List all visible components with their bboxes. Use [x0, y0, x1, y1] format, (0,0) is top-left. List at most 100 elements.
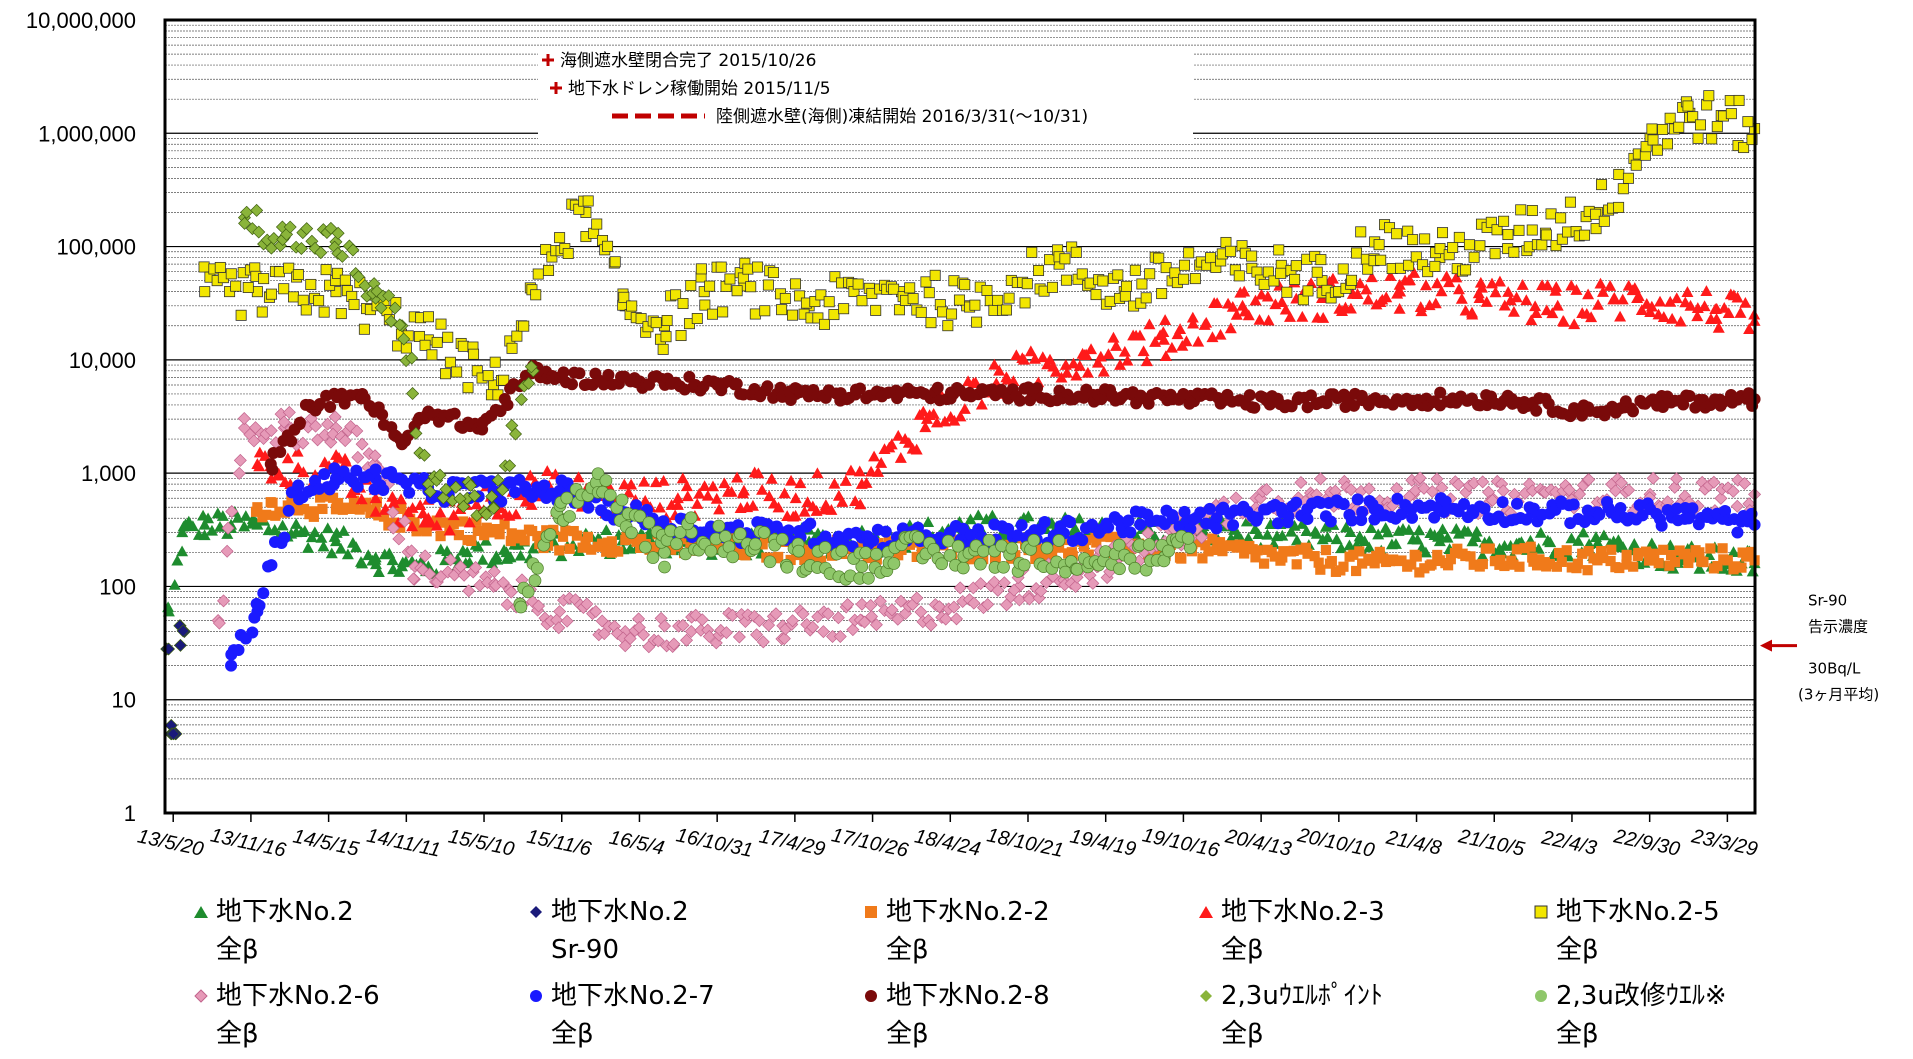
data-point — [1477, 558, 1488, 570]
x-tick-label: 18/4/24 — [913, 825, 983, 860]
data-point — [702, 630, 716, 644]
data-point — [1315, 564, 1326, 575]
data-point — [1165, 341, 1178, 353]
data-point — [173, 638, 187, 652]
y-tick-label: 10,000,000 — [26, 8, 136, 33]
data-point — [1411, 533, 1424, 545]
data-point — [426, 349, 438, 361]
data-point — [806, 620, 820, 634]
data-point — [521, 585, 535, 599]
data-point — [1605, 555, 1616, 567]
data-point — [1210, 522, 1223, 535]
data-point — [1372, 528, 1385, 540]
data-point — [1365, 271, 1378, 283]
data-point — [1070, 563, 1084, 576]
data-point — [1712, 321, 1725, 333]
data-point — [1646, 123, 1658, 135]
data-point — [278, 283, 290, 295]
data-point — [958, 403, 971, 414]
data-point — [1076, 347, 1089, 359]
data-point — [1498, 215, 1510, 227]
legend-sublabel: 全β — [216, 935, 259, 965]
data-point — [833, 629, 847, 643]
data-point — [498, 374, 510, 386]
legend-label: 地下水No.2 — [216, 897, 354, 927]
data-point — [1674, 315, 1687, 327]
data-point — [1384, 270, 1397, 281]
data-point — [794, 290, 806, 302]
legend-sublabel: 全β — [1556, 935, 1599, 965]
data-point — [1463, 239, 1475, 251]
reference-marker: Sr-90 告示濃度 30Bq/L (3ヶ月平均) — [1760, 592, 1879, 704]
legend-label: 地下水No.2-7 — [551, 981, 715, 1011]
data-point — [282, 504, 295, 517]
data-point — [759, 305, 771, 317]
data-point — [1714, 491, 1728, 505]
data-point — [1738, 142, 1750, 154]
data-point — [1496, 496, 1509, 509]
data-point — [649, 542, 661, 553]
legend-marker-icon — [1199, 906, 1213, 918]
data-point — [875, 457, 888, 468]
data-point — [1302, 285, 1314, 297]
data-point — [1355, 226, 1367, 238]
data-point — [393, 566, 406, 577]
data-point — [527, 542, 540, 554]
data-point — [277, 415, 291, 429]
data-point — [1614, 310, 1627, 322]
data-point — [1091, 537, 1102, 548]
data-point — [1374, 546, 1385, 558]
data-point — [919, 421, 932, 433]
annotation-label: 海側遮水壁閉合完了 2015/10/26 — [560, 51, 816, 71]
data-point — [1239, 548, 1250, 559]
data-point — [1189, 273, 1201, 285]
data-point — [525, 499, 538, 510]
data-point — [819, 499, 832, 510]
data-point — [176, 545, 189, 557]
data-point — [885, 438, 898, 450]
data-point — [782, 524, 795, 537]
data-point — [413, 330, 425, 342]
data-point — [974, 577, 988, 591]
data-point — [386, 554, 399, 566]
data-point — [1419, 546, 1432, 558]
data-point — [1389, 538, 1402, 549]
data-point — [372, 566, 385, 577]
data-point — [489, 356, 501, 368]
data-point — [1191, 537, 1202, 548]
data-point — [1344, 526, 1357, 538]
x-tick-label: 19/4/19 — [1068, 825, 1138, 860]
data-point — [1430, 472, 1444, 486]
x-axis-ticks: 13/5/20 13/11/16 14/5/15 14/11/11 15/5/10 15/… — [136, 813, 1760, 862]
data-point — [414, 499, 427, 511]
chart: 1 10 100 1,000 10,000 100,000 1,000,000 10,000,… — [26, 8, 1879, 862]
data-point — [1413, 524, 1426, 536]
data-point — [168, 578, 181, 590]
data-point — [1415, 305, 1428, 317]
data-point — [1159, 350, 1172, 362]
annotations-box: 海側遮水壁閉合完了 2015/10/26 地下水ドレン稼働開始 2015/11/5… — [538, 51, 1193, 144]
data-point — [468, 489, 482, 503]
data-point — [888, 283, 900, 295]
data-point — [308, 511, 319, 522]
data-point — [1290, 534, 1303, 546]
data-point — [1203, 546, 1214, 557]
data-point — [1086, 576, 1100, 590]
data-point — [730, 544, 742, 555]
data-point — [506, 528, 517, 539]
data-point — [1664, 560, 1675, 571]
data-point — [1381, 526, 1394, 538]
data-point — [350, 464, 363, 477]
data-point — [964, 513, 977, 525]
data-point — [1499, 560, 1510, 572]
data-point — [405, 351, 419, 365]
data-point — [1726, 484, 1740, 498]
data-point — [792, 544, 806, 558]
data-point — [948, 414, 961, 426]
data-point — [602, 240, 614, 252]
data-point — [1360, 283, 1373, 295]
data-point — [313, 295, 325, 307]
series-2 — [160, 619, 191, 741]
data-point — [495, 483, 509, 497]
data-point — [691, 498, 704, 509]
